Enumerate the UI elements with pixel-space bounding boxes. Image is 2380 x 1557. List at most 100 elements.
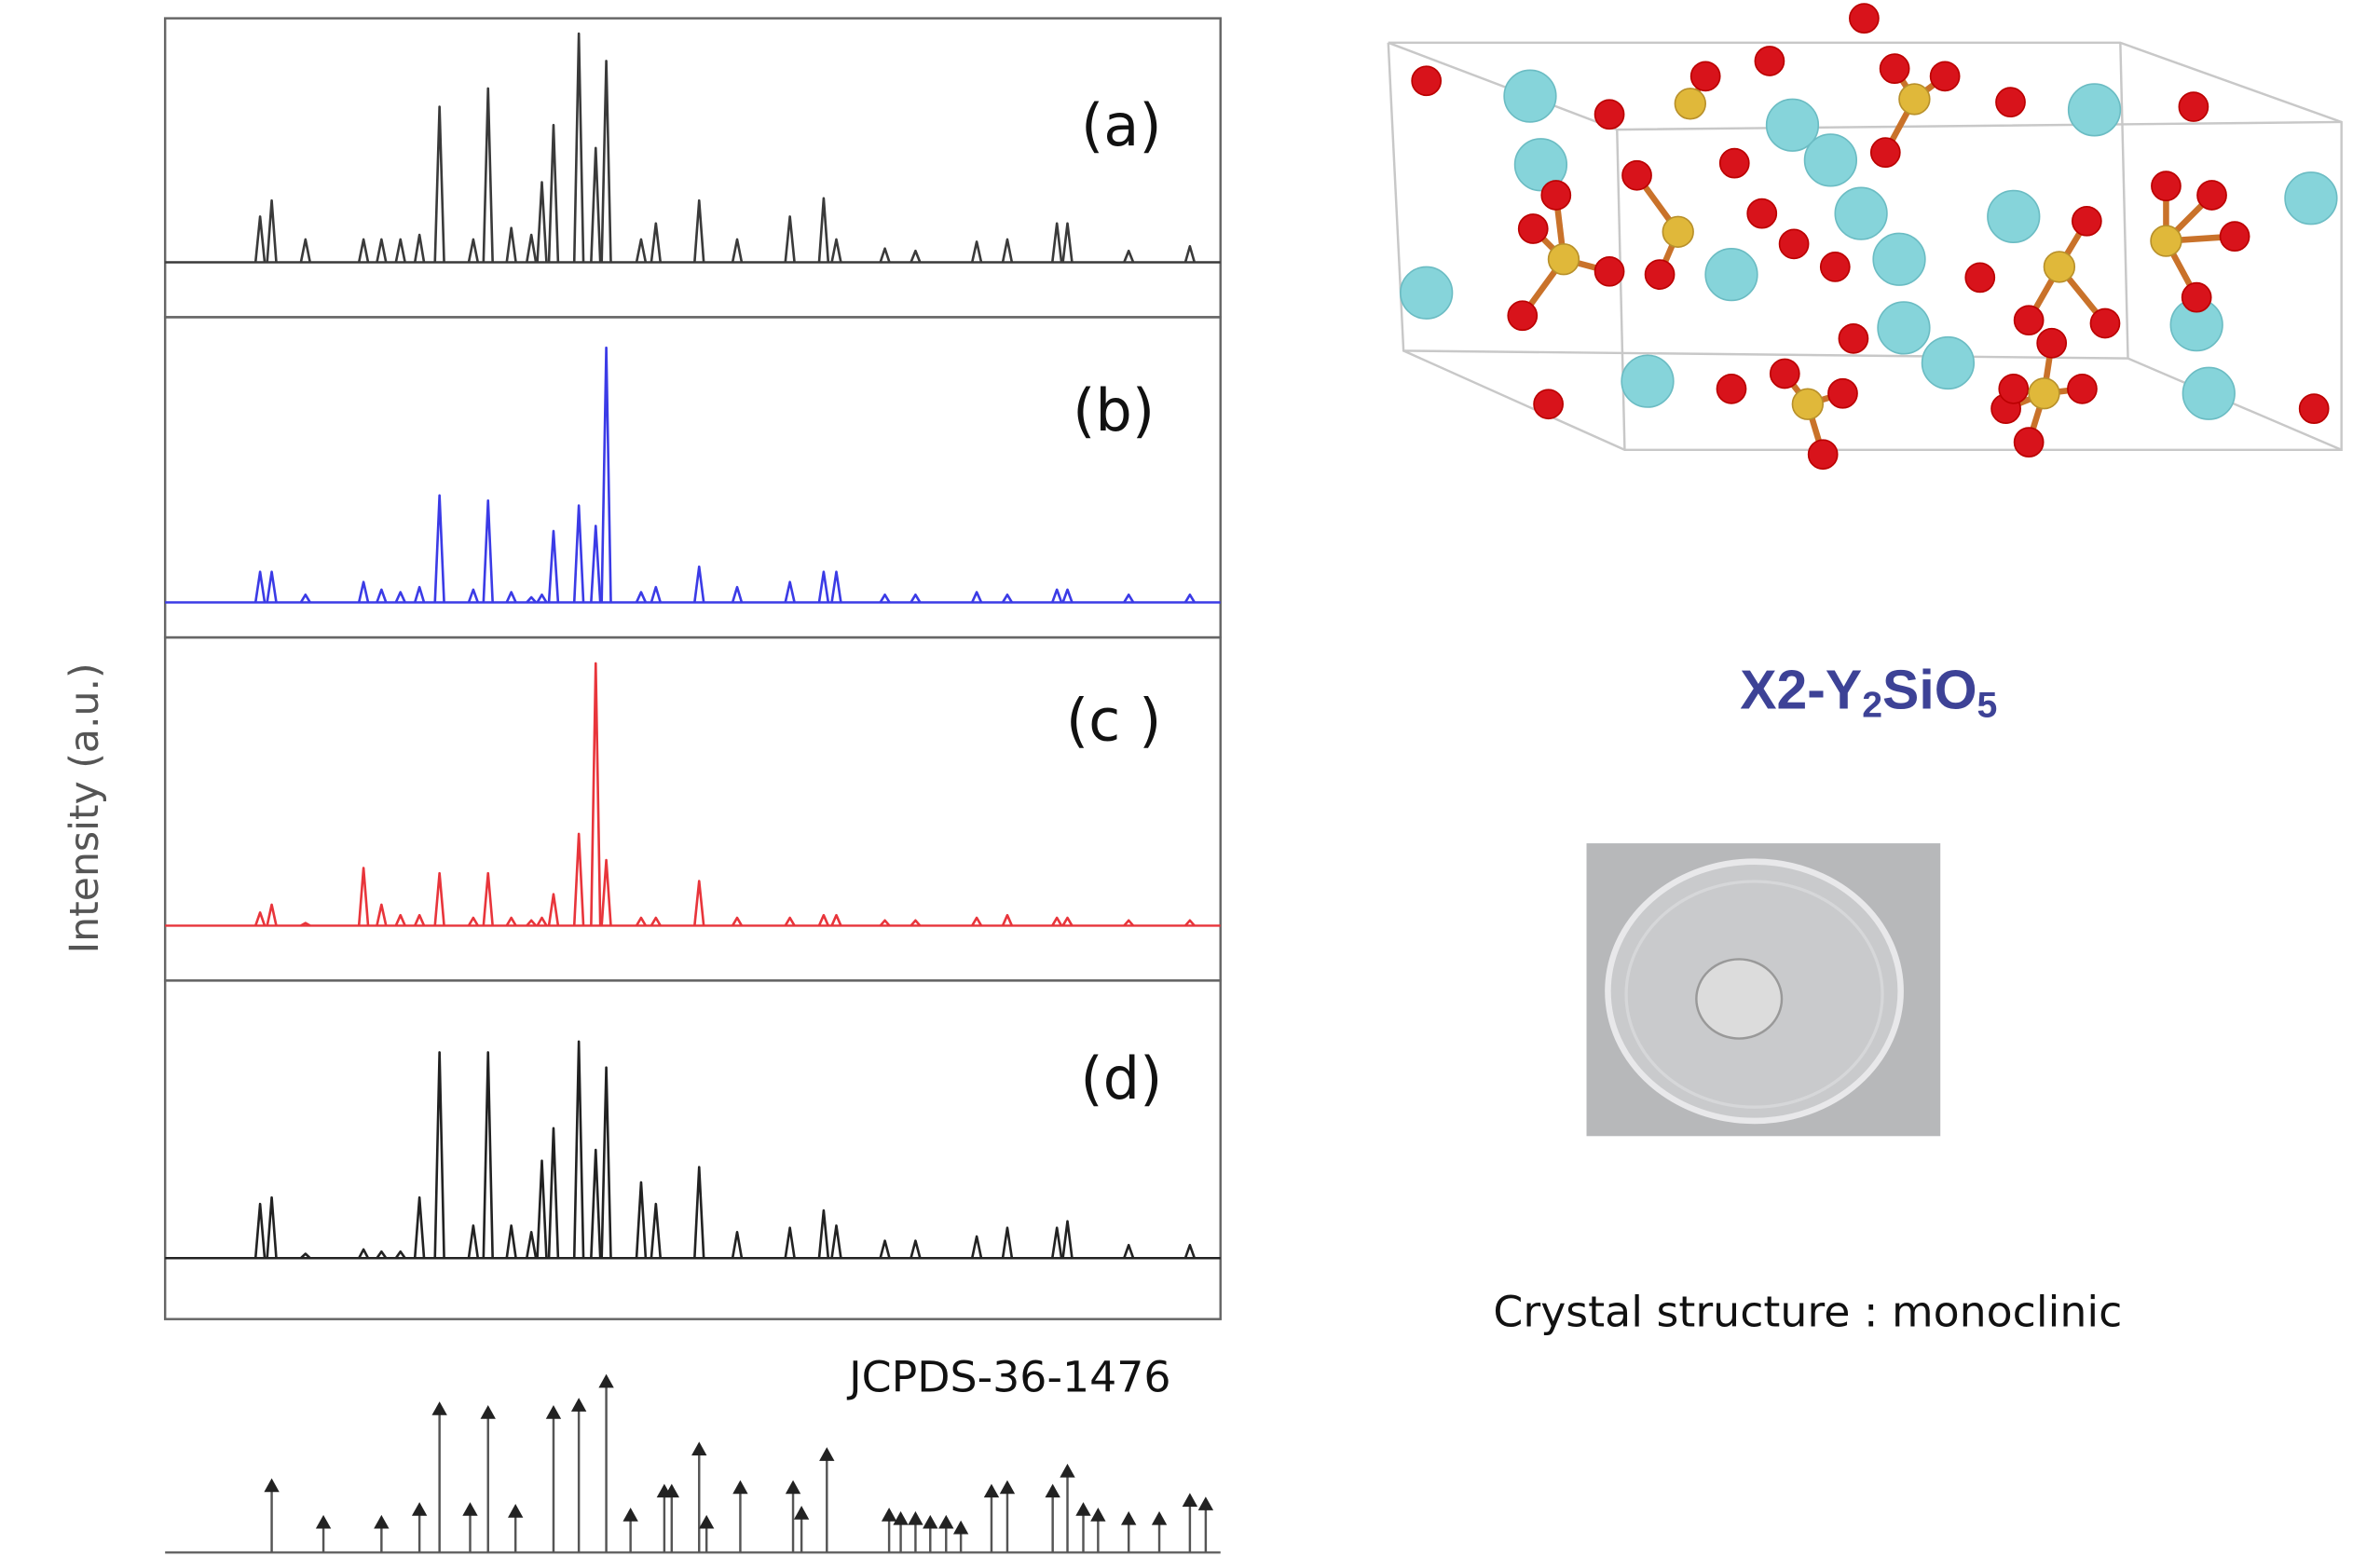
peak xyxy=(1003,594,1012,602)
o-atom xyxy=(2015,428,2044,457)
peak xyxy=(911,1241,921,1259)
peak xyxy=(636,1182,646,1258)
o-atom xyxy=(2037,329,2066,358)
peak xyxy=(881,249,890,263)
y-atom xyxy=(1805,134,1857,186)
peak xyxy=(1003,1228,1012,1259)
peak xyxy=(376,239,386,263)
peak xyxy=(636,593,646,603)
peak xyxy=(549,1128,558,1258)
peak xyxy=(786,1228,795,1259)
reference-arrowhead xyxy=(819,1447,834,1461)
o-atom xyxy=(2068,375,2097,403)
peak xyxy=(972,593,981,603)
o-atom xyxy=(1881,54,1909,83)
peak xyxy=(507,228,516,263)
o-atom xyxy=(1595,257,1624,286)
o-atom xyxy=(1622,161,1651,190)
peak xyxy=(484,89,493,263)
peak xyxy=(1124,1245,1133,1258)
peak xyxy=(469,918,478,925)
peak xyxy=(301,239,310,263)
peak xyxy=(602,348,611,602)
o-atom xyxy=(1595,100,1624,129)
reference-arrowhead xyxy=(316,1515,331,1529)
reference-arrowhead xyxy=(786,1481,800,1495)
reference-arrowhead xyxy=(691,1441,706,1455)
peak xyxy=(255,1204,265,1258)
page: {"chart_data": {"type": "spectrum", "yla… xyxy=(0,0,2380,1557)
reference-arrowhead xyxy=(571,1398,586,1412)
peak xyxy=(819,198,828,263)
peak xyxy=(1003,239,1012,263)
o-atom xyxy=(1519,214,1548,243)
formula-subscript: 5 xyxy=(1977,685,1998,726)
peak xyxy=(549,125,558,262)
peak xyxy=(1063,224,1073,263)
o-atom xyxy=(2179,92,2208,121)
panel-label: (a) xyxy=(1081,91,1162,159)
peak xyxy=(435,107,445,263)
o-atom xyxy=(2015,306,2044,335)
o-atom xyxy=(1771,359,1799,388)
peak xyxy=(636,239,646,263)
peak xyxy=(527,1232,536,1258)
peak xyxy=(396,239,405,263)
reference-arrowhead xyxy=(412,1502,427,1516)
peak xyxy=(832,239,841,263)
peak xyxy=(694,881,704,926)
peak xyxy=(651,587,661,602)
si-atom xyxy=(1899,84,1930,115)
reference-arrowhead xyxy=(508,1504,523,1518)
peak xyxy=(469,239,478,263)
peak xyxy=(484,500,493,602)
y-atom xyxy=(1988,191,2040,243)
peak xyxy=(507,593,516,603)
peak xyxy=(602,860,611,925)
y-atom xyxy=(1878,302,1930,354)
y-axis-label: Intensity (a.u.) xyxy=(62,662,108,953)
reference-arrowhead xyxy=(1090,1508,1105,1522)
peak xyxy=(911,251,921,262)
peak xyxy=(396,915,405,925)
reference-label: JCPDS-36-1476 xyxy=(846,1352,1170,1402)
peak xyxy=(819,1210,828,1258)
sample-photo xyxy=(1587,843,1941,1136)
si-atom xyxy=(1549,244,1580,275)
reference-arrowhead xyxy=(953,1521,968,1535)
peak xyxy=(538,918,547,925)
peak xyxy=(911,594,921,602)
peak xyxy=(507,918,516,925)
si-atom xyxy=(2029,378,2059,409)
peak xyxy=(972,918,981,925)
o-atom xyxy=(1996,88,2025,116)
reference-arrowhead xyxy=(546,1405,561,1419)
peak xyxy=(786,582,795,603)
o-atom xyxy=(1809,440,1838,469)
peak xyxy=(1124,594,1133,602)
peak xyxy=(301,594,310,602)
peak xyxy=(255,572,265,603)
panel-label: (d) xyxy=(1080,1045,1162,1113)
reference-arrowhead xyxy=(481,1405,496,1419)
reference-arrowhead xyxy=(1045,1483,1060,1497)
peak xyxy=(255,216,265,262)
reference-arrowhead xyxy=(923,1515,937,1529)
peak xyxy=(267,572,277,603)
o-atom xyxy=(1850,4,1879,33)
reference-arrowhead xyxy=(1121,1511,1136,1525)
reference-arrowhead xyxy=(1198,1496,1213,1510)
reference-arrowhead xyxy=(794,1506,809,1520)
reference-arrowhead xyxy=(1183,1493,1197,1507)
peak xyxy=(651,1204,661,1258)
o-atom xyxy=(1755,47,1784,75)
peak xyxy=(591,526,600,602)
peak xyxy=(359,1250,368,1258)
peak xyxy=(881,1241,890,1259)
y-atom xyxy=(1621,355,1674,407)
reference-arrowhead xyxy=(882,1508,896,1522)
peak xyxy=(881,594,890,602)
peak xyxy=(636,918,646,925)
o-atom xyxy=(1999,375,2028,403)
reference-arrowhead xyxy=(431,1401,446,1415)
